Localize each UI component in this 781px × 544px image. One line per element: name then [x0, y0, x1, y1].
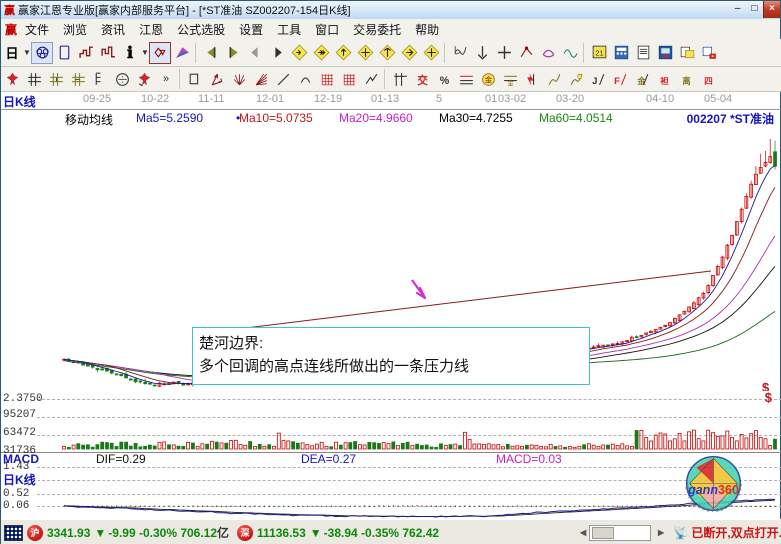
- svg-text:袒: 袒: [660, 75, 669, 85]
- svg-text:gann360: gann360: [687, 483, 739, 497]
- svg-text:金: 金: [507, 77, 514, 86]
- svg-text:四: 四: [704, 75, 713, 85]
- svg-text:J: J: [592, 75, 597, 86]
- svg-text:离: 离: [682, 75, 691, 85]
- svg-text:交: 交: [417, 73, 428, 86]
- svg-text:金: 金: [484, 74, 492, 84]
- svg-text:F: F: [614, 75, 620, 86]
- svg-text:%: %: [439, 74, 449, 86]
- svg-text:21: 21: [595, 49, 603, 58]
